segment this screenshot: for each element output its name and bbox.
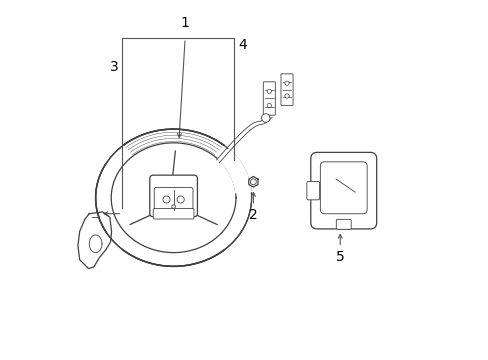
Bar bbox=[315, 181, 320, 193]
Circle shape bbox=[171, 205, 175, 208]
Bar bbox=[368, 181, 373, 193]
Circle shape bbox=[250, 179, 256, 185]
Text: 3: 3 bbox=[110, 59, 119, 73]
Circle shape bbox=[266, 89, 271, 94]
Text: 5: 5 bbox=[335, 250, 344, 264]
Circle shape bbox=[177, 196, 184, 203]
Circle shape bbox=[261, 114, 269, 122]
Polygon shape bbox=[217, 149, 251, 193]
FancyBboxPatch shape bbox=[154, 188, 193, 214]
Circle shape bbox=[163, 196, 170, 203]
FancyBboxPatch shape bbox=[310, 152, 376, 229]
Text: 4: 4 bbox=[238, 38, 246, 52]
FancyBboxPatch shape bbox=[153, 208, 194, 219]
Text: 1: 1 bbox=[181, 17, 189, 31]
Circle shape bbox=[285, 81, 288, 85]
FancyBboxPatch shape bbox=[281, 74, 292, 105]
Circle shape bbox=[285, 94, 288, 98]
FancyBboxPatch shape bbox=[149, 175, 197, 217]
FancyBboxPatch shape bbox=[336, 219, 350, 229]
FancyBboxPatch shape bbox=[320, 162, 366, 214]
FancyBboxPatch shape bbox=[306, 181, 319, 200]
Text: 2: 2 bbox=[248, 208, 257, 222]
FancyBboxPatch shape bbox=[263, 82, 275, 115]
Circle shape bbox=[266, 103, 271, 108]
